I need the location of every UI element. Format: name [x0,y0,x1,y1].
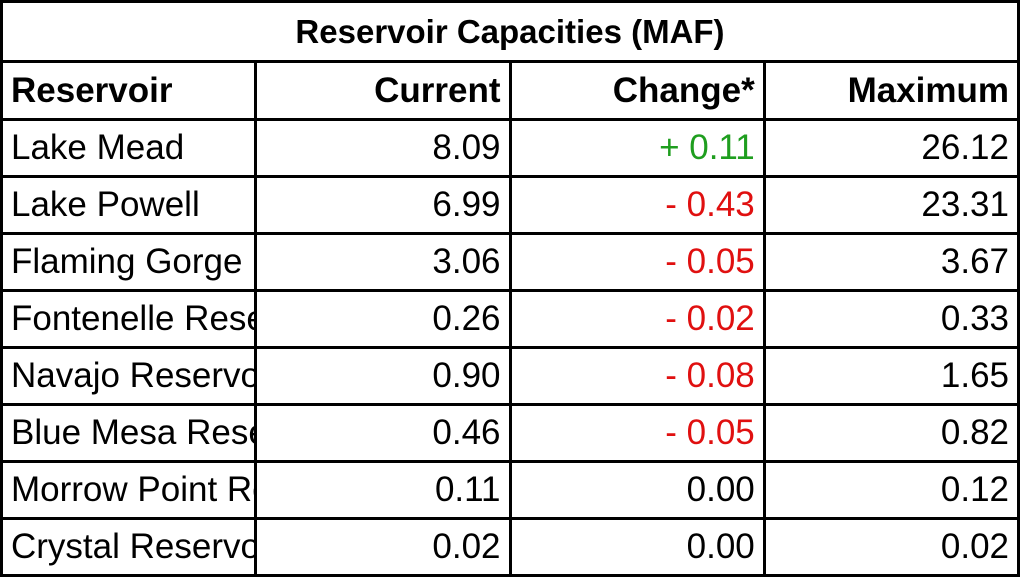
current-cell[interactable]: 3.06 [254,232,512,292]
header-change[interactable]: Change* [508,60,766,121]
table-row: Navajo Reservoir 0.90 - 0.08 1.65 [0,346,1021,406]
header-maximum[interactable]: Maximum [762,60,1021,121]
reservoir-cell[interactable]: Blue Mesa Reservoir [0,403,258,463]
table-row: Blue Mesa Reservoir 0.46 - 0.05 0.82 [0,403,1021,463]
change-cell[interactable]: - 0.02 [508,289,766,349]
current-cell[interactable]: 0.90 [254,346,512,406]
table-row: Morrow Point Reservoir 0.11 0.00 0.12 [0,460,1021,520]
maximum-cell[interactable]: 3.67 [762,232,1021,292]
maximum-cell[interactable]: 0.12 [762,460,1021,520]
change-cell[interactable]: - 0.05 [508,232,766,292]
table-row: Fontenelle Reservoir 0.26 - 0.02 0.33 [0,289,1021,349]
change-cell[interactable]: 0.00 [508,517,766,577]
reservoir-cell[interactable]: Morrow Point Reservoir [0,460,258,520]
table-row: Lake Mead 8.09 + 0.11 26.12 [0,118,1021,178]
change-cell[interactable]: - 0.08 [508,346,766,406]
current-cell[interactable]: 0.11 [254,460,512,520]
maximum-cell[interactable]: 0.33 [762,289,1021,349]
reservoir-cell[interactable]: Navajo Reservoir [0,346,258,406]
maximum-cell[interactable]: 0.82 [762,403,1021,463]
reservoir-cell[interactable]: Flaming Gorge Reservoir [0,232,258,292]
table-row: Crystal Reservoir 0.02 0.00 0.02 [0,517,1021,577]
reservoir-cell[interactable]: Crystal Reservoir [0,517,258,577]
change-cell[interactable]: - 0.43 [508,175,766,235]
header-current[interactable]: Current [254,60,512,121]
header-reservoir[interactable]: Reservoir [0,60,258,121]
change-cell[interactable]: 0.00 [508,460,766,520]
maximum-cell[interactable]: 26.12 [762,118,1021,178]
current-cell[interactable]: 0.26 [254,289,512,349]
title-row: Reservoir Capacities (MAF) [0,0,1020,63]
change-cell[interactable]: + 0.11 [508,118,766,178]
reservoir-cell[interactable]: Lake Mead [0,118,258,178]
change-cell[interactable]: - 0.05 [508,403,766,463]
table-row: Lake Powell 6.99 - 0.43 23.31 [0,175,1021,235]
current-cell[interactable]: 6.99 [254,175,512,235]
current-cell[interactable]: 0.02 [254,517,512,577]
table-body: Lake Mead 8.09 + 0.11 26.12 Lake Powell … [0,118,1021,577]
reservoir-cell[interactable]: Fontenelle Reservoir [0,289,258,349]
current-cell[interactable]: 0.46 [254,403,512,463]
maximum-cell[interactable]: 0.02 [762,517,1021,577]
table-row: Flaming Gorge Reservoir 3.06 - 0.05 3.67 [0,232,1021,292]
table-title[interactable]: Reservoir Capacities (MAF) [0,0,1020,63]
header-row: Reservoir Current Change* Maximum [0,60,1021,121]
maximum-cell[interactable]: 23.31 [762,175,1021,235]
maximum-cell[interactable]: 1.65 [762,346,1021,406]
reservoir-cell[interactable]: Lake Powell [0,175,258,235]
current-cell[interactable]: 8.09 [254,118,512,178]
